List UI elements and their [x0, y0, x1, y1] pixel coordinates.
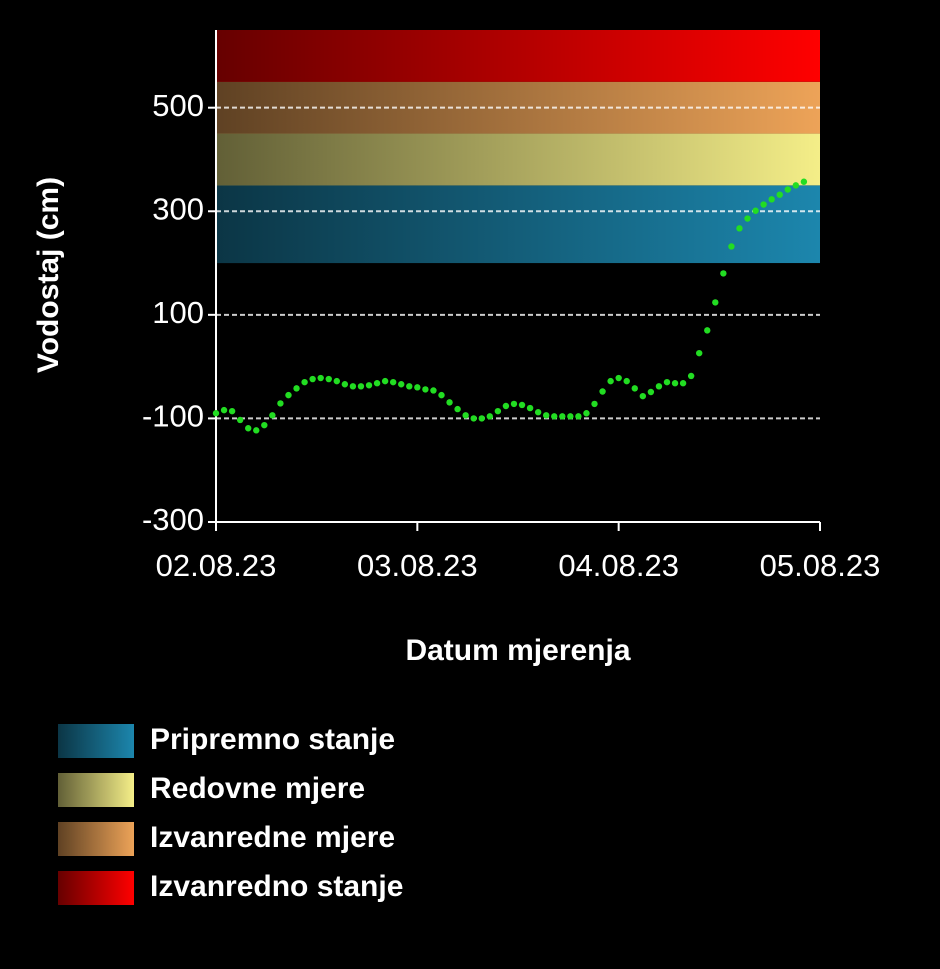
data-point	[317, 374, 324, 382]
data-point	[663, 378, 671, 386]
data-point	[228, 407, 236, 415]
data-point	[365, 382, 373, 389]
data-point	[398, 381, 405, 388]
data-point	[430, 387, 437, 394]
data-point	[325, 375, 332, 383]
data-point	[567, 413, 574, 420]
data-point	[486, 413, 494, 420]
data-point	[470, 415, 477, 422]
data-point	[301, 378, 308, 386]
data-point	[293, 385, 300, 392]
data-point	[261, 421, 268, 429]
data-point	[277, 400, 284, 407]
data-point	[438, 391, 445, 399]
x-tick-label: 05.08.23	[760, 548, 881, 583]
x-axis-title: Datum mjerenja	[405, 634, 630, 667]
data-point	[575, 413, 582, 420]
data-point	[454, 405, 461, 413]
data-point	[687, 372, 695, 380]
band-shade	[216, 30, 820, 82]
data-point	[389, 378, 397, 386]
x-tick-label: 04.08.23	[558, 548, 679, 583]
data-point	[623, 377, 630, 385]
data-point	[720, 270, 727, 277]
data-point	[679, 380, 687, 387]
data-point	[502, 402, 510, 410]
data-point	[253, 427, 260, 434]
data-point	[285, 391, 292, 399]
data-point	[559, 413, 566, 420]
data-point	[704, 327, 711, 334]
data-point	[446, 399, 453, 406]
data-point	[212, 410, 220, 417]
band-shade	[216, 133, 820, 186]
data-point	[752, 207, 759, 214]
data-point	[494, 407, 502, 415]
data-point	[381, 377, 389, 385]
data-point	[728, 243, 735, 250]
legend-swatch-shade	[58, 871, 134, 905]
data-point	[414, 384, 421, 391]
data-point	[760, 201, 767, 208]
data-point	[583, 410, 590, 417]
data-point	[349, 383, 357, 390]
data-point	[526, 404, 534, 412]
data-point	[639, 392, 647, 400]
data-point	[671, 380, 679, 387]
data-point	[792, 182, 800, 189]
x-tick-label: 03.08.23	[357, 548, 478, 583]
data-point	[341, 381, 349, 388]
data-point	[236, 416, 244, 424]
legend-label: Pripremno stanje	[150, 723, 395, 756]
legend-swatch-shade	[58, 773, 134, 807]
data-point	[333, 377, 340, 385]
legend-swatch-shade	[58, 724, 134, 758]
y-axis-title: Vodostaj (cm)	[32, 177, 65, 373]
data-point	[406, 383, 413, 390]
legend-swatch-shade	[58, 822, 134, 856]
data-point	[768, 196, 775, 203]
data-point	[647, 388, 655, 396]
y-tick-label: 100	[152, 295, 204, 330]
x-tick-label: 02.08.23	[156, 548, 277, 583]
data-point	[736, 225, 743, 232]
data-point	[269, 412, 276, 419]
data-point	[776, 191, 783, 198]
data-point	[631, 385, 638, 392]
data-point	[357, 383, 365, 390]
data-point	[422, 386, 429, 393]
legend-label: Izvanredno stanje	[150, 870, 403, 903]
data-point	[784, 186, 791, 193]
legend-label: Izvanredne mjere	[150, 821, 395, 854]
legend-label: Redovne mjere	[150, 772, 365, 805]
y-tick-label: 500	[152, 88, 204, 123]
data-point	[800, 178, 808, 185]
data-point	[607, 377, 614, 385]
band-shade	[216, 185, 820, 264]
data-point	[518, 401, 526, 409]
data-point	[309, 375, 316, 383]
data-point	[478, 415, 485, 422]
y-tick-label: 300	[152, 191, 204, 226]
data-point	[373, 380, 381, 387]
data-point	[462, 412, 469, 419]
data-point	[599, 388, 606, 395]
data-point	[245, 425, 252, 432]
data-point	[551, 413, 558, 420]
data-point	[542, 412, 550, 419]
data-point	[696, 349, 703, 357]
data-point	[655, 383, 663, 390]
data-point	[615, 374, 622, 382]
data-point	[744, 215, 751, 222]
y-tick-label: -100	[142, 399, 204, 434]
data-point	[510, 400, 518, 408]
data-point	[220, 406, 228, 414]
y-tick-label: -300	[142, 502, 204, 537]
data-point	[712, 299, 719, 306]
data-point	[534, 409, 542, 416]
data-point	[591, 400, 598, 408]
